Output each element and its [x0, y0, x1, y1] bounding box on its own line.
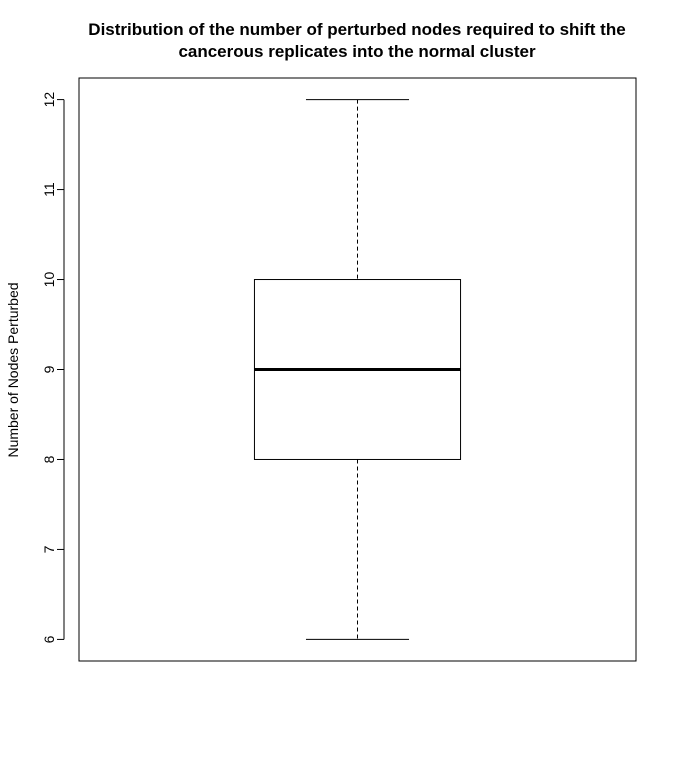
y-tick-label: 12	[41, 92, 57, 108]
plot-frame	[78, 77, 637, 662]
y-tick-label: 8	[41, 455, 57, 463]
chart-title-line-2: cancerous replicates into the normal clu…	[178, 42, 536, 61]
boxplot-marks	[253, 99, 462, 640]
chart-title-line-1: Distribution of the number of perturbed …	[88, 20, 625, 39]
y-tick-label: 11	[41, 182, 57, 197]
y-axis-label: Number of Nodes Perturbed	[5, 282, 21, 457]
y-tick-label: 6	[41, 635, 57, 643]
y-tick-label: 10	[41, 272, 57, 288]
y-axis: 6 7 8 9 10 11 12	[41, 92, 65, 643]
y-tick-label: 7	[41, 545, 57, 553]
y-tick-label: 9	[41, 365, 57, 373]
